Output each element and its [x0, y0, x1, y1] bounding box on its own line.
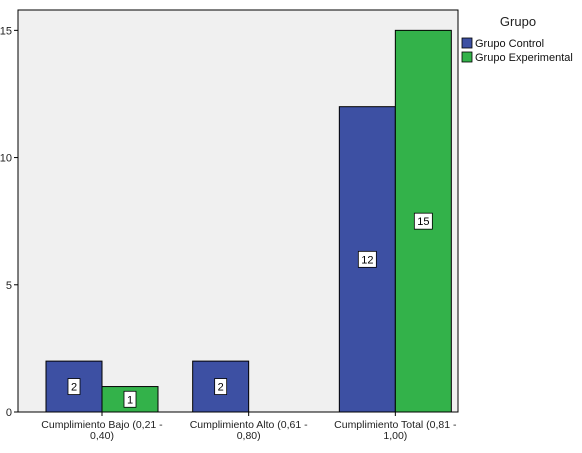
legend-swatch [461, 37, 473, 49]
x-tick-label: Cumplimiento Bajo (0,21 - [41, 419, 163, 431]
legend-title: Grupo [500, 14, 536, 29]
data-label-box [214, 378, 228, 395]
data-label: 1 [127, 394, 133, 406]
data-label: 2 [71, 382, 77, 394]
bar-experimental [101, 386, 159, 413]
x-tick-label: 0,40) [90, 430, 114, 442]
data-label-box [413, 212, 433, 230]
legend-swatch [461, 51, 473, 63]
x-tick-label: 0,80) [237, 430, 261, 442]
y-tick-label: 0 [6, 407, 12, 419]
data-label-box [357, 250, 377, 268]
x-tick-label: 1,00) [383, 430, 407, 442]
legend: Grupo Grupo Control Grupo Experimental [461, 14, 573, 64]
y-tick-label: 15 [0, 25, 12, 37]
y-tick-label: 5 [6, 280, 12, 292]
data-label-box [123, 390, 137, 408]
legend-label: Grupo Control [475, 38, 544, 50]
x-tick-label: Cumplimiento Alto (0,61 - [190, 419, 308, 431]
y-axis: 0 5 10 15 [0, 25, 18, 419]
x-axis: Cumplimiento Bajo (0,21 -0,40) Cumplimien… [41, 412, 457, 442]
data-label: 12 [361, 254, 373, 266]
legend-label: Grupo Experimental [475, 52, 573, 64]
x-tick-label: Cumplimiento Total (0,81 - [334, 419, 457, 431]
data-label: 2 [218, 382, 224, 394]
data-label-box [67, 378, 81, 395]
data-label: 15 [417, 216, 429, 228]
y-tick-label: 10 [0, 153, 12, 165]
